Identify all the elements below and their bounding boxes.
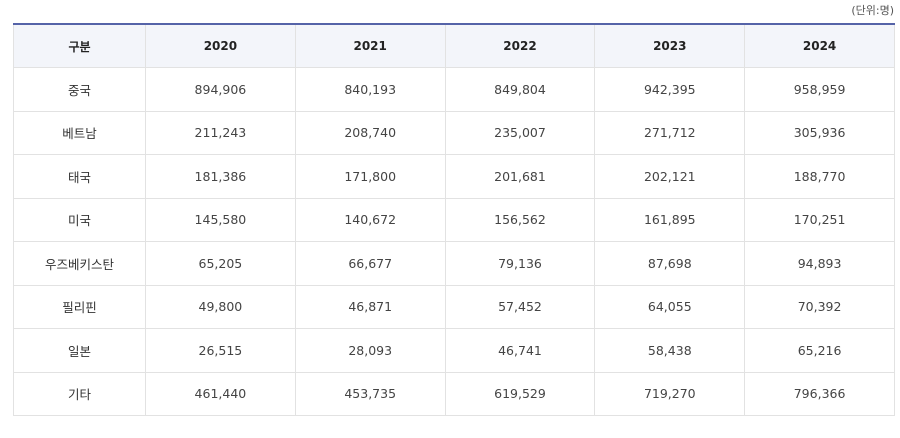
table-cell: 65,205 [145,241,296,286]
table-cell: 305,936 [744,110,895,155]
table-row: 중국 894,906 840,193 849,804 942,395 958,9… [13,67,895,112]
table-row: 미국 145,580 140,672 156,562 161,895 170,2… [13,197,895,242]
table-cell: 26,515 [145,328,296,373]
table-cell: 211,243 [145,110,296,155]
data-table-container: 구분 2020 2021 2022 2023 2024 중국 894,906 8… [13,23,895,416]
header-year-2021: 2021 [294,23,446,68]
table-row: 태국 181,386 171,800 201,681 202,121 188,7… [13,154,895,199]
table-row: 기타 461,440 453,735 619,529 719,270 796,3… [13,371,895,416]
table-cell: 202,121 [594,154,746,199]
table-cell: 849,804 [444,67,596,112]
table-cell: 201,681 [444,154,596,199]
data-table: 구분 2020 2021 2022 2023 2024 중국 894,906 8… [13,23,895,416]
row-label: 중국 [13,67,146,112]
table-cell: 57,452 [444,284,596,329]
table-body: 중국 894,906 840,193 849,804 942,395 958,9… [13,67,895,416]
table-cell: 958,959 [744,67,895,112]
table-cell: 453,735 [294,371,446,416]
table-cell: 64,055 [594,284,746,329]
table-cell: 796,366 [744,371,895,416]
table-row: 필리핀 49,800 46,871 57,452 64,055 70,392 [13,284,895,329]
table-row: 우즈베키스탄 65,205 66,677 79,136 87,698 94,89… [13,241,895,286]
table-cell: 140,672 [294,197,446,242]
table-cell: 70,392 [744,284,895,329]
table-cell: 235,007 [444,110,596,155]
header-year-2024: 2024 [744,23,895,68]
table-cell: 894,906 [145,67,296,112]
table-cell: 271,712 [594,110,746,155]
table-cell: 66,677 [294,241,446,286]
table-cell: 46,871 [294,284,446,329]
table-cell: 156,562 [444,197,596,242]
table-cell: 208,740 [294,110,446,155]
table-cell: 87,698 [594,241,746,286]
table-cell: 840,193 [294,67,446,112]
table-cell: 461,440 [145,371,296,416]
row-label: 베트남 [13,110,146,155]
table-row: 일본 26,515 28,093 46,741 58,438 65,216 [13,328,895,373]
row-label: 필리핀 [13,284,146,329]
table-cell: 161,895 [594,197,746,242]
table-cell: 58,438 [594,328,746,373]
header-year-2022: 2022 [444,23,596,68]
table-cell: 171,800 [294,154,446,199]
table-cell: 719,270 [594,371,746,416]
table-cell: 619,529 [444,371,596,416]
row-label: 기타 [13,371,146,416]
header-year-2023: 2023 [594,23,746,68]
table-cell: 942,395 [594,67,746,112]
table-row: 베트남 211,243 208,740 235,007 271,712 305,… [13,110,895,155]
row-label: 태국 [13,154,146,199]
row-label: 일본 [13,328,146,373]
table-cell: 145,580 [145,197,296,242]
table-cell: 65,216 [744,328,895,373]
table-cell: 79,136 [444,241,596,286]
table-cell: 49,800 [145,284,296,329]
table-cell: 46,741 [444,328,596,373]
row-label: 미국 [13,197,146,242]
table-header: 구분 2020 2021 2022 2023 2024 [13,23,895,68]
table-cell: 181,386 [145,154,296,199]
unit-note: (단위:명) [851,4,894,17]
table-cell: 170,251 [744,197,895,242]
table-cell: 188,770 [744,154,895,199]
table-cell: 28,093 [294,328,446,373]
header-category: 구분 [13,23,146,68]
row-label: 우즈베키스탄 [13,241,146,286]
header-row: 구분 2020 2021 2022 2023 2024 [13,23,895,68]
table-cell: 94,893 [744,241,895,286]
header-year-2020: 2020 [145,23,296,68]
